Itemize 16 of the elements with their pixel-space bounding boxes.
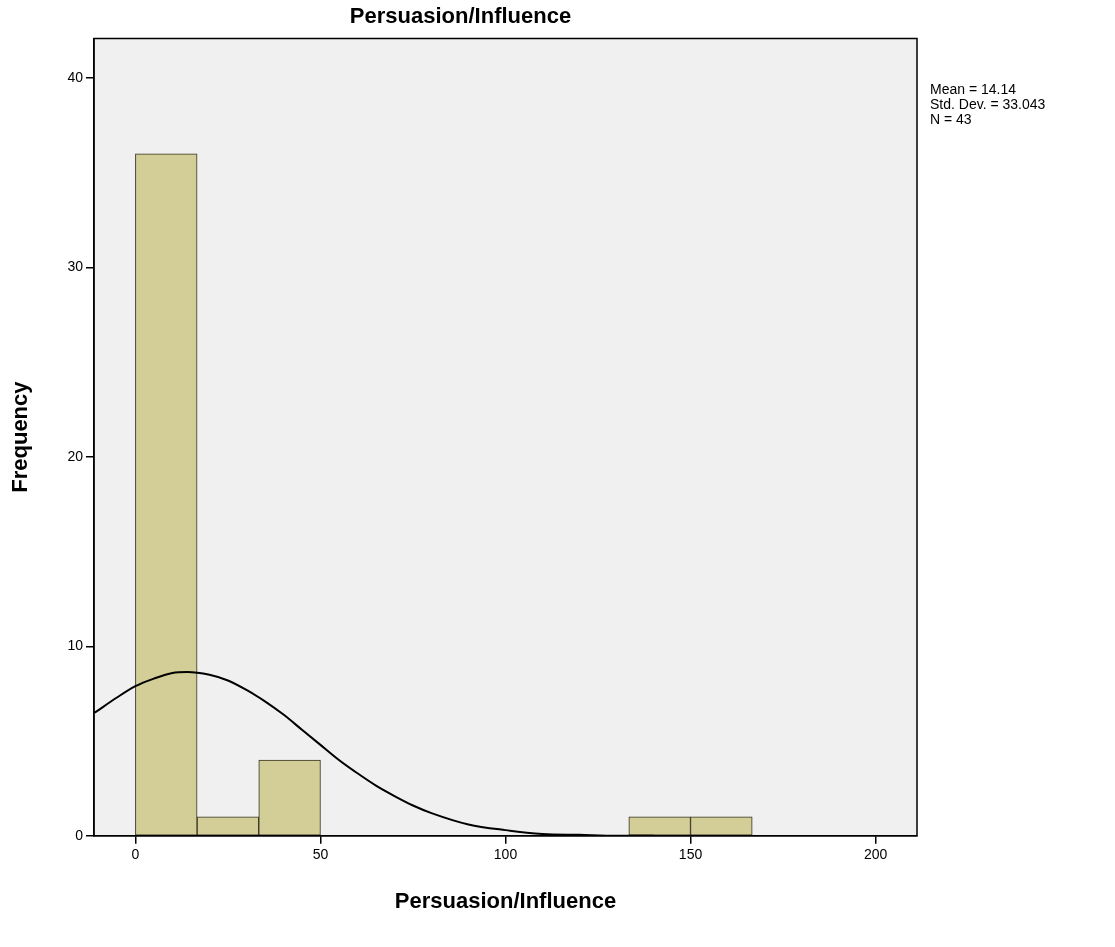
y-tick-label: 10 <box>67 637 84 654</box>
y-axis-title: Frequency <box>7 380 33 493</box>
y-tick-label: 0 <box>75 826 84 843</box>
chart-title: Persuasion/Influence <box>349 3 572 29</box>
text: Mean = 14.14 <box>930 81 1017 98</box>
text: N = 43 <box>930 111 972 128</box>
x-tick-label: 0 <box>131 846 140 863</box>
y-tick-label: 40 <box>67 69 84 86</box>
text: Std. Dev. = 33.043 <box>930 96 1046 113</box>
x-tick-label: 150 <box>678 846 703 863</box>
x-tick-label: 50 <box>312 846 329 863</box>
x-axis-title: Persuasion/Influence <box>394 887 617 913</box>
y-tick-label: 30 <box>67 258 84 275</box>
x-tick-label: 100 <box>493 846 518 863</box>
y-tick-label: 20 <box>67 447 84 464</box>
x-tick-label: 200 <box>863 846 888 863</box>
